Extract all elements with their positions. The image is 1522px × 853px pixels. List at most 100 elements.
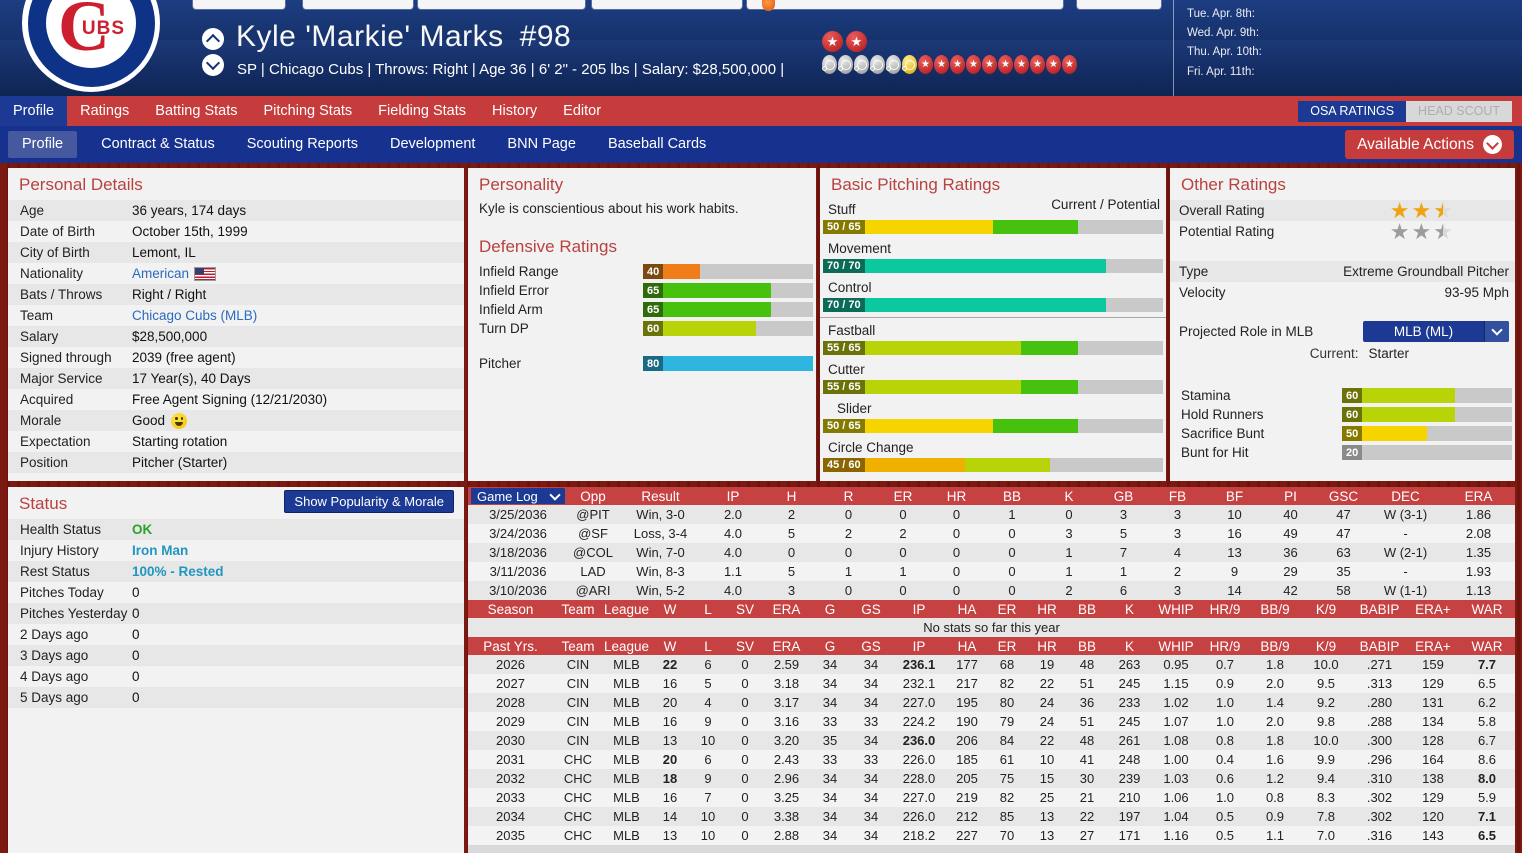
- game-log-dropdown[interactable]: Game Log: [471, 488, 565, 504]
- rating-row-infield-error: Infield Error 65: [468, 281, 816, 300]
- tab-editor[interactable]: Editor: [563, 103, 602, 119]
- table-cell[interactable]: @PIT: [568, 505, 618, 524]
- table-cell[interactable]: @ARI: [568, 581, 618, 600]
- field-row-5-days-ago: 5 Days ago 0: [8, 687, 464, 708]
- table-cell: 217: [947, 674, 987, 693]
- table-cell: 2.88: [764, 826, 809, 845]
- rating-chip: 70 / 70: [823, 298, 865, 312]
- subtab-contract-status[interactable]: Contract & Status: [101, 136, 215, 152]
- table-cell: 1.13: [1442, 581, 1515, 600]
- other-ratings-title: Other Ratings: [1181, 175, 1286, 194]
- table-row: 3/18/2036 @COL Win, 7-0 4.0 0 0 0 0 0 1 7 4 13 36 63 W …: [468, 543, 1515, 562]
- next-player-button[interactable]: [202, 54, 224, 76]
- projected-role-label: Projected Role in MLB: [1179, 323, 1314, 339]
- col-header-season: Season: [468, 600, 553, 618]
- rating-chip: 60: [643, 321, 664, 336]
- table-cell: 0.8: [1200, 731, 1250, 750]
- table-cell: 9: [690, 712, 726, 731]
- glove-badge-icon: [869, 55, 885, 74]
- table-cell[interactable]: @COL: [568, 543, 618, 562]
- tab-ratings[interactable]: Ratings: [80, 103, 130, 119]
- table-cell: 1.16: [1152, 826, 1200, 845]
- table-cell: 2026: [468, 655, 553, 674]
- table-cell: 2: [820, 524, 877, 543]
- col-header-er: ER: [987, 600, 1027, 618]
- subtab-bnn-page[interactable]: BNN Page: [507, 136, 576, 152]
- logo-text: UBS: [81, 18, 125, 39]
- table-row: 2030 CIN MLB 13 10 0 3.20 35 34 236.0 206 84 22 48 261…: [468, 731, 1515, 750]
- rating-chip: 40: [643, 264, 664, 279]
- projected-role-dropdown[interactable]: MLB (ML): [1363, 320, 1509, 342]
- tab-pitching-stats[interactable]: Pitching Stats: [263, 103, 353, 119]
- table-cell: 171: [1107, 826, 1152, 845]
- field-value[interactable]: American: [132, 266, 217, 281]
- table-cell: 16: [650, 674, 690, 693]
- table-cell: 2.96: [764, 769, 809, 788]
- table-cell: 85: [987, 807, 1027, 826]
- table-cell: 47: [1318, 505, 1369, 524]
- table-cell[interactable]: Win, 3-0: [618, 505, 703, 524]
- overall-rating-label: Overall Rating: [1179, 203, 1265, 218]
- field-value[interactable]: Chicago Cubs (MLB): [132, 308, 258, 323]
- tab-fielding-stats[interactable]: Fielding Stats: [378, 103, 467, 119]
- table-cell: 35: [1318, 562, 1369, 581]
- field-row-acquired: Acquired Free Agent Signing (12/21/2030): [8, 389, 464, 410]
- table-cell: 224.2: [891, 712, 947, 731]
- subtab-development[interactable]: Development: [389, 136, 476, 152]
- table-cell: 5: [1098, 524, 1149, 543]
- previous-player-button[interactable]: [202, 28, 224, 50]
- table-cell[interactable]: Loss, 3-4: [618, 524, 703, 543]
- table-cell: 13: [650, 731, 690, 750]
- subtab-profile[interactable]: Profile: [8, 131, 78, 158]
- show-popularity-morale-button[interactable]: Show Popularity & Morale: [284, 490, 454, 513]
- table-cell: 3: [1149, 581, 1206, 600]
- table-cell: 30: [1067, 769, 1107, 788]
- rating-row-infield-arm: Infield Arm 65: [468, 300, 816, 319]
- head-scout-toggle[interactable]: HEAD SCOUT: [1406, 101, 1512, 122]
- available-actions-button[interactable]: Available Actions: [1345, 130, 1514, 159]
- table-cell[interactable]: Win, 5-2: [618, 581, 703, 600]
- table-cell: 2029: [468, 712, 553, 731]
- star-badge-icon: ★: [966, 55, 981, 74]
- col-header-w: W: [650, 600, 690, 618]
- table-cell: 15: [1027, 769, 1067, 788]
- table-cell: 13: [1206, 543, 1263, 562]
- table-cell: 21: [1067, 788, 1107, 807]
- subtab-baseball-cards[interactable]: Baseball Cards: [607, 136, 707, 152]
- tab-profile[interactable]: Profile: [0, 96, 68, 126]
- table-cell: 7: [690, 788, 726, 807]
- table-cell: 2031: [468, 750, 553, 769]
- table-cell: 3.17: [764, 693, 809, 712]
- table-cell: 0: [726, 788, 764, 807]
- tab-batting-stats[interactable]: Batting Stats: [155, 103, 238, 119]
- col-header-era: ERA: [1442, 487, 1515, 505]
- table-cell[interactable]: LAD: [568, 562, 618, 581]
- allstar-badges: ★ ★: [822, 31, 870, 52]
- table-cell: 1.35: [1442, 543, 1515, 562]
- player-summary-line: SP | Chicago Cubs | Throws: Right | Age …: [237, 61, 785, 78]
- table-cell: 0: [929, 543, 984, 562]
- field-value: 0: [132, 690, 140, 705]
- col-header-league: League: [603, 600, 650, 618]
- table-cell[interactable]: Win, 7-0: [618, 543, 703, 562]
- osa-ratings-toggle[interactable]: OSA RATINGS: [1298, 101, 1407, 122]
- personal-details-title: Personal Details: [19, 175, 143, 194]
- subtab-scouting-reports[interactable]: Scouting Reports: [246, 136, 358, 152]
- other-ratings-bars: Stamina 60 Hold Runners 60 Sacrifice Bunt 50 B…: [1170, 386, 1515, 462]
- col-header-k: K: [1107, 637, 1152, 655]
- window-fragment: [303, 0, 413, 9]
- table-cell: 70: [987, 826, 1027, 845]
- table-cell[interactable]: @SF: [568, 524, 618, 543]
- field-value: 100% - Rested: [132, 564, 224, 579]
- field-value: 0: [132, 648, 140, 663]
- table-cell[interactable]: Win, 8-3: [618, 562, 703, 581]
- tab-history[interactable]: History: [492, 103, 538, 119]
- col-header-k-9: K/9: [1300, 600, 1352, 618]
- table-cell: 0.5: [1200, 826, 1250, 845]
- col-header-er: ER: [987, 637, 1027, 655]
- star-icon: ★: [1389, 197, 1410, 223]
- table-cell: 10: [690, 731, 726, 750]
- table-cell: 232.1: [891, 674, 947, 693]
- table-cell: .310: [1352, 769, 1407, 788]
- rating-label: Stamina: [1181, 388, 1231, 403]
